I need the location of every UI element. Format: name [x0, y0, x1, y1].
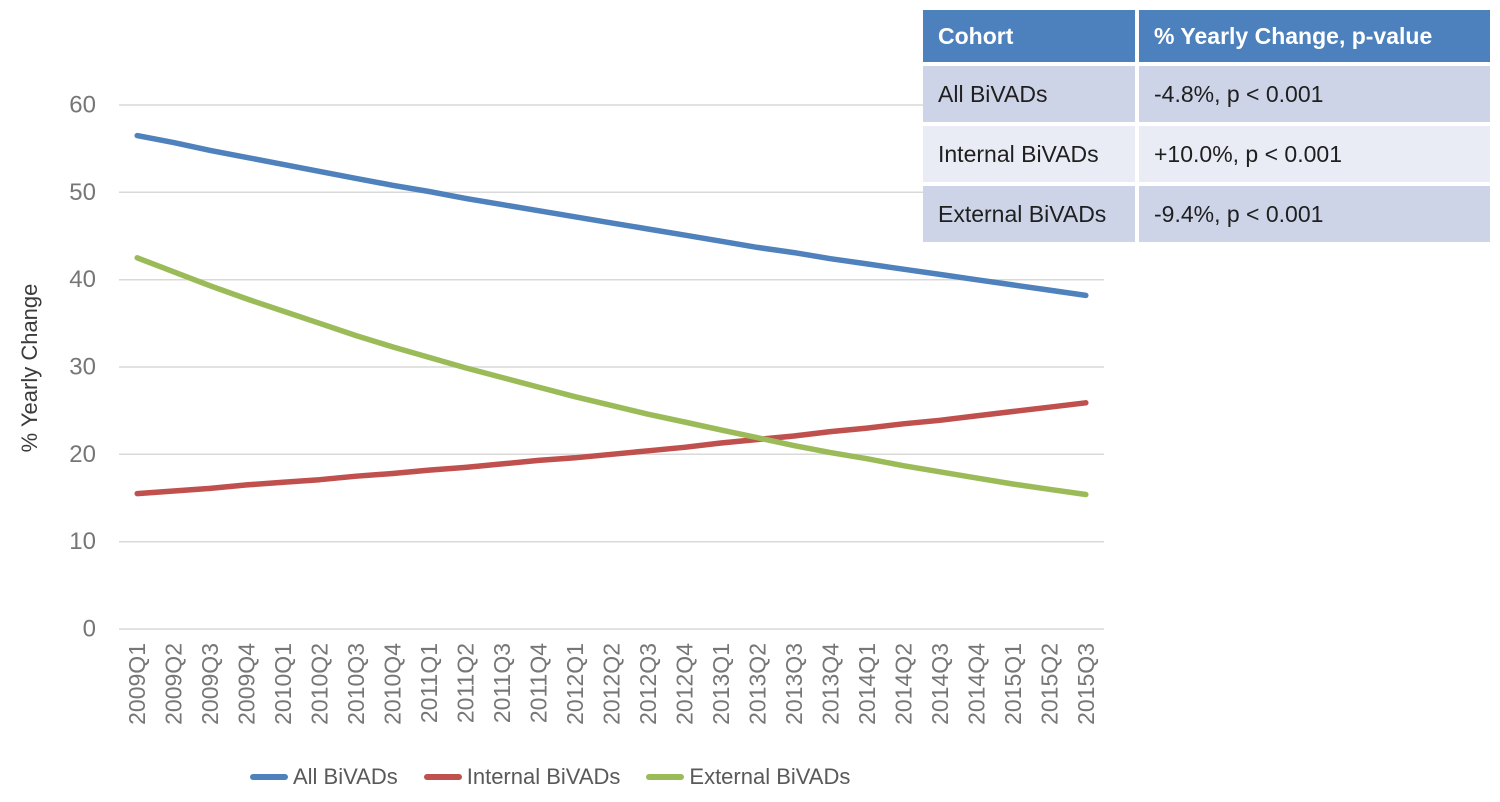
- x-tick-label: 2014Q2: [890, 643, 916, 725]
- x-tick-label: 2012Q1: [562, 643, 588, 725]
- chart-legend: All BiVADs Internal BiVADs External BiVA…: [250, 764, 850, 790]
- legend-item-internal-bivads: Internal BiVADs: [423, 764, 621, 790]
- summary-table: Cohort % Yearly Change, p-value All BiVA…: [923, 10, 1490, 242]
- legend-label-internal-bivads: Internal BiVADs: [466, 764, 621, 789]
- series-line-internal-bivads: [134, 400, 1089, 497]
- legend-label-all-bivads: All BiVADs: [293, 764, 398, 789]
- legend-item-external-bivads: External BiVADs: [646, 764, 850, 790]
- x-tick-label: 2010Q4: [380, 643, 406, 725]
- x-tick-label: 2010Q1: [270, 643, 296, 725]
- table-header-value: % Yearly Change, p-value: [1139, 10, 1490, 62]
- x-tick-label: 2012Q2: [599, 643, 625, 725]
- x-tick-label: 2015Q2: [1036, 643, 1062, 725]
- table-cell-value: -4.8%, p < 0.001: [1139, 66, 1490, 122]
- table-cell-value: +10.0%, p < 0.001: [1139, 126, 1490, 182]
- y-tick-label: 10: [69, 528, 96, 555]
- x-tick-label: 2013Q1: [708, 643, 734, 725]
- series-line-external-bivads: [134, 255, 1089, 498]
- y-tick-label: 0: [83, 616, 96, 643]
- x-tick-label: 2010Q2: [307, 643, 333, 725]
- legend-label-external-bivads: External BiVADs: [689, 764, 851, 789]
- x-tick-label: 2015Q3: [1073, 643, 1099, 725]
- x-tick-label: 2009Q2: [161, 643, 187, 725]
- x-tick-label: 2009Q1: [124, 643, 150, 725]
- x-tick-label: 2014Q1: [854, 643, 880, 725]
- x-tick-label: 2012Q3: [635, 643, 661, 725]
- x-tick-label: 2009Q4: [234, 643, 260, 725]
- x-tick-label: 2014Q4: [963, 643, 989, 725]
- x-tick-label: 2011Q4: [526, 643, 552, 723]
- table-header-cohort: Cohort: [923, 10, 1135, 62]
- x-tick-label: 2011Q3: [489, 643, 515, 723]
- x-tick-label: 2013Q3: [781, 643, 807, 725]
- y-tick-label: 20: [69, 441, 96, 468]
- legend-swatch-external-bivads-icon: [646, 774, 685, 780]
- x-tick-label: 2013Q4: [817, 643, 843, 725]
- y-axis-title: % Yearly Change: [17, 283, 42, 453]
- x-tick-label: 2009Q3: [197, 643, 223, 725]
- legend-item-all-bivads: All BiVADs: [250, 764, 398, 790]
- y-tick-label: 40: [69, 266, 96, 293]
- table-cell-cohort: External BiVADs: [923, 186, 1135, 242]
- y-tick-label: 30: [69, 354, 96, 381]
- x-tick-label: 2015Q1: [1000, 643, 1026, 725]
- table-cell-value: -9.4%, p < 0.001: [1139, 186, 1490, 242]
- table-cell-cohort: All BiVADs: [923, 66, 1135, 122]
- x-tick-label: 2010Q3: [343, 643, 369, 725]
- series-line-all-bivads: [134, 132, 1089, 299]
- table-cell-cohort: Internal BiVADs: [923, 126, 1135, 182]
- y-tick-label: 50: [69, 179, 96, 206]
- legend-swatch-all-bivads-icon: [250, 774, 288, 780]
- x-tick-label: 2012Q4: [672, 643, 698, 725]
- x-tick-label: 2011Q2: [453, 643, 479, 723]
- legend-swatch-internal-bivads-icon: [423, 774, 462, 780]
- x-tick-label: 2011Q1: [416, 643, 442, 723]
- x-tick-label: 2014Q3: [927, 643, 953, 725]
- y-tick-label: 60: [69, 92, 96, 119]
- x-tick-label: 2013Q2: [744, 643, 770, 725]
